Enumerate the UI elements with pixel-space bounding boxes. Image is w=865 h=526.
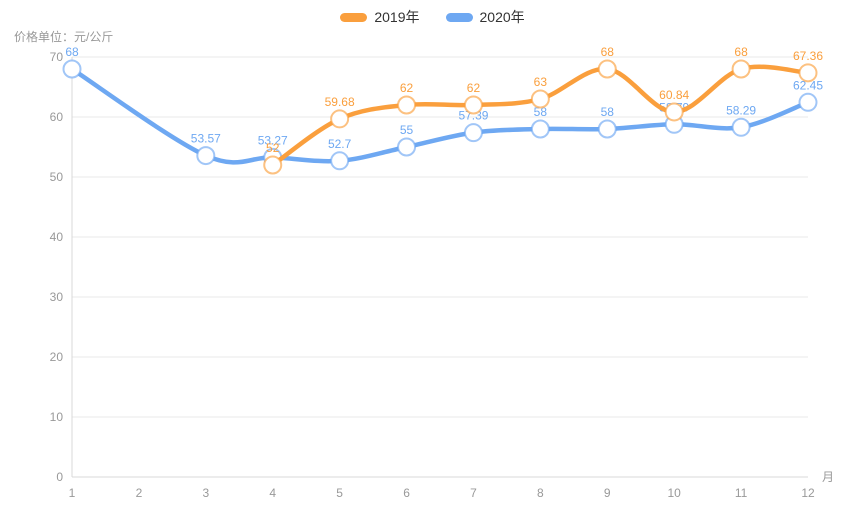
data-point-2019年[interactable] [463,95,483,115]
data-point-2020年[interactable] [463,123,483,143]
data-point-2019年[interactable] [597,59,617,79]
data-point-2020年[interactable] [597,119,617,139]
data-label-2020年: 57.39 [458,109,488,123]
data-label-2020年: 58 [534,105,548,119]
data-label-2020年: 55 [400,123,414,137]
y-tick-label: 70 [50,50,64,64]
y-tick-label: 0 [56,470,63,484]
x-tick-label: 8 [537,486,544,500]
y-axis-title: 价格单位：元/公斤 [14,30,114,44]
legend-item-2020[interactable]: 2020年 [445,8,525,26]
data-label-2020年: 52.7 [328,137,352,151]
legend-swatch-2020 [445,12,473,22]
y-tick-label: 30 [50,290,64,304]
y-tick-label: 10 [50,410,64,424]
data-label-2020年: 58 [601,105,615,119]
x-tick-label: 4 [269,486,276,500]
data-point-2019年[interactable] [330,109,350,129]
legend-label-2019: 2019年 [374,9,420,25]
legend-label-2020: 2020年 [479,9,525,25]
data-point-2020年[interactable] [397,137,417,157]
x-tick-label: 11 [735,486,748,500]
data-point-2020年[interactable] [62,59,82,79]
data-point-2019年[interactable] [664,102,684,122]
data-label-2020年: 68 [65,45,79,59]
data-label-2020年: 62.45 [793,78,823,92]
x-tick-label: 7 [470,486,477,500]
data-label-2019年: 62 [400,81,414,95]
data-point-2019年[interactable] [731,59,751,79]
legend-swatch-2019 [340,12,368,22]
x-tick-label: 2 [136,486,143,500]
data-label-2020年: 58.29 [726,103,756,117]
data-label-2020年: 53.57 [191,132,221,146]
x-axis-name: 月 [822,470,834,484]
data-point-2019年[interactable] [798,63,818,83]
chart-legend: 2019年 2020年 [0,8,865,26]
data-point-2020年[interactable] [731,117,751,137]
y-tick-label: 50 [50,170,64,184]
y-tick-label: 60 [50,110,64,124]
data-label-2019年: 59.68 [325,95,355,109]
data-point-2020年[interactable] [330,151,350,171]
data-point-2020年[interactable] [196,146,216,166]
data-label-2019年: 52 [266,141,280,155]
data-point-2020年[interactable] [530,119,550,139]
data-label-2020年: 53.27 [258,133,288,147]
x-tick-label: 3 [202,486,209,500]
data-label-2019年: 62 [467,81,481,95]
data-label-2019年: 60.84 [659,88,689,102]
y-tick-label: 20 [50,350,64,364]
x-tick-label: 5 [336,486,343,500]
legend-item-2019[interactable]: 2019年 [340,8,420,26]
data-label-2019年: 68 [601,45,615,59]
data-label-2019年: 68 [734,45,748,59]
y-tick-label: 40 [50,230,64,244]
series-line-2020年[interactable] [69,66,811,165]
x-tick-label: 6 [403,486,410,500]
data-point-2019年[interactable] [263,155,283,175]
data-label-2019年: 63 [534,75,548,89]
x-tick-label: 12 [801,486,815,500]
x-tick-label: 1 [69,486,76,500]
data-label-2019年: 67.36 [793,49,823,63]
x-tick-label: 10 [668,486,682,500]
data-point-2019年[interactable] [530,89,550,109]
x-tick-label: 9 [604,486,611,500]
data-point-2020年[interactable] [798,92,818,112]
data-point-2019年[interactable] [397,95,417,115]
